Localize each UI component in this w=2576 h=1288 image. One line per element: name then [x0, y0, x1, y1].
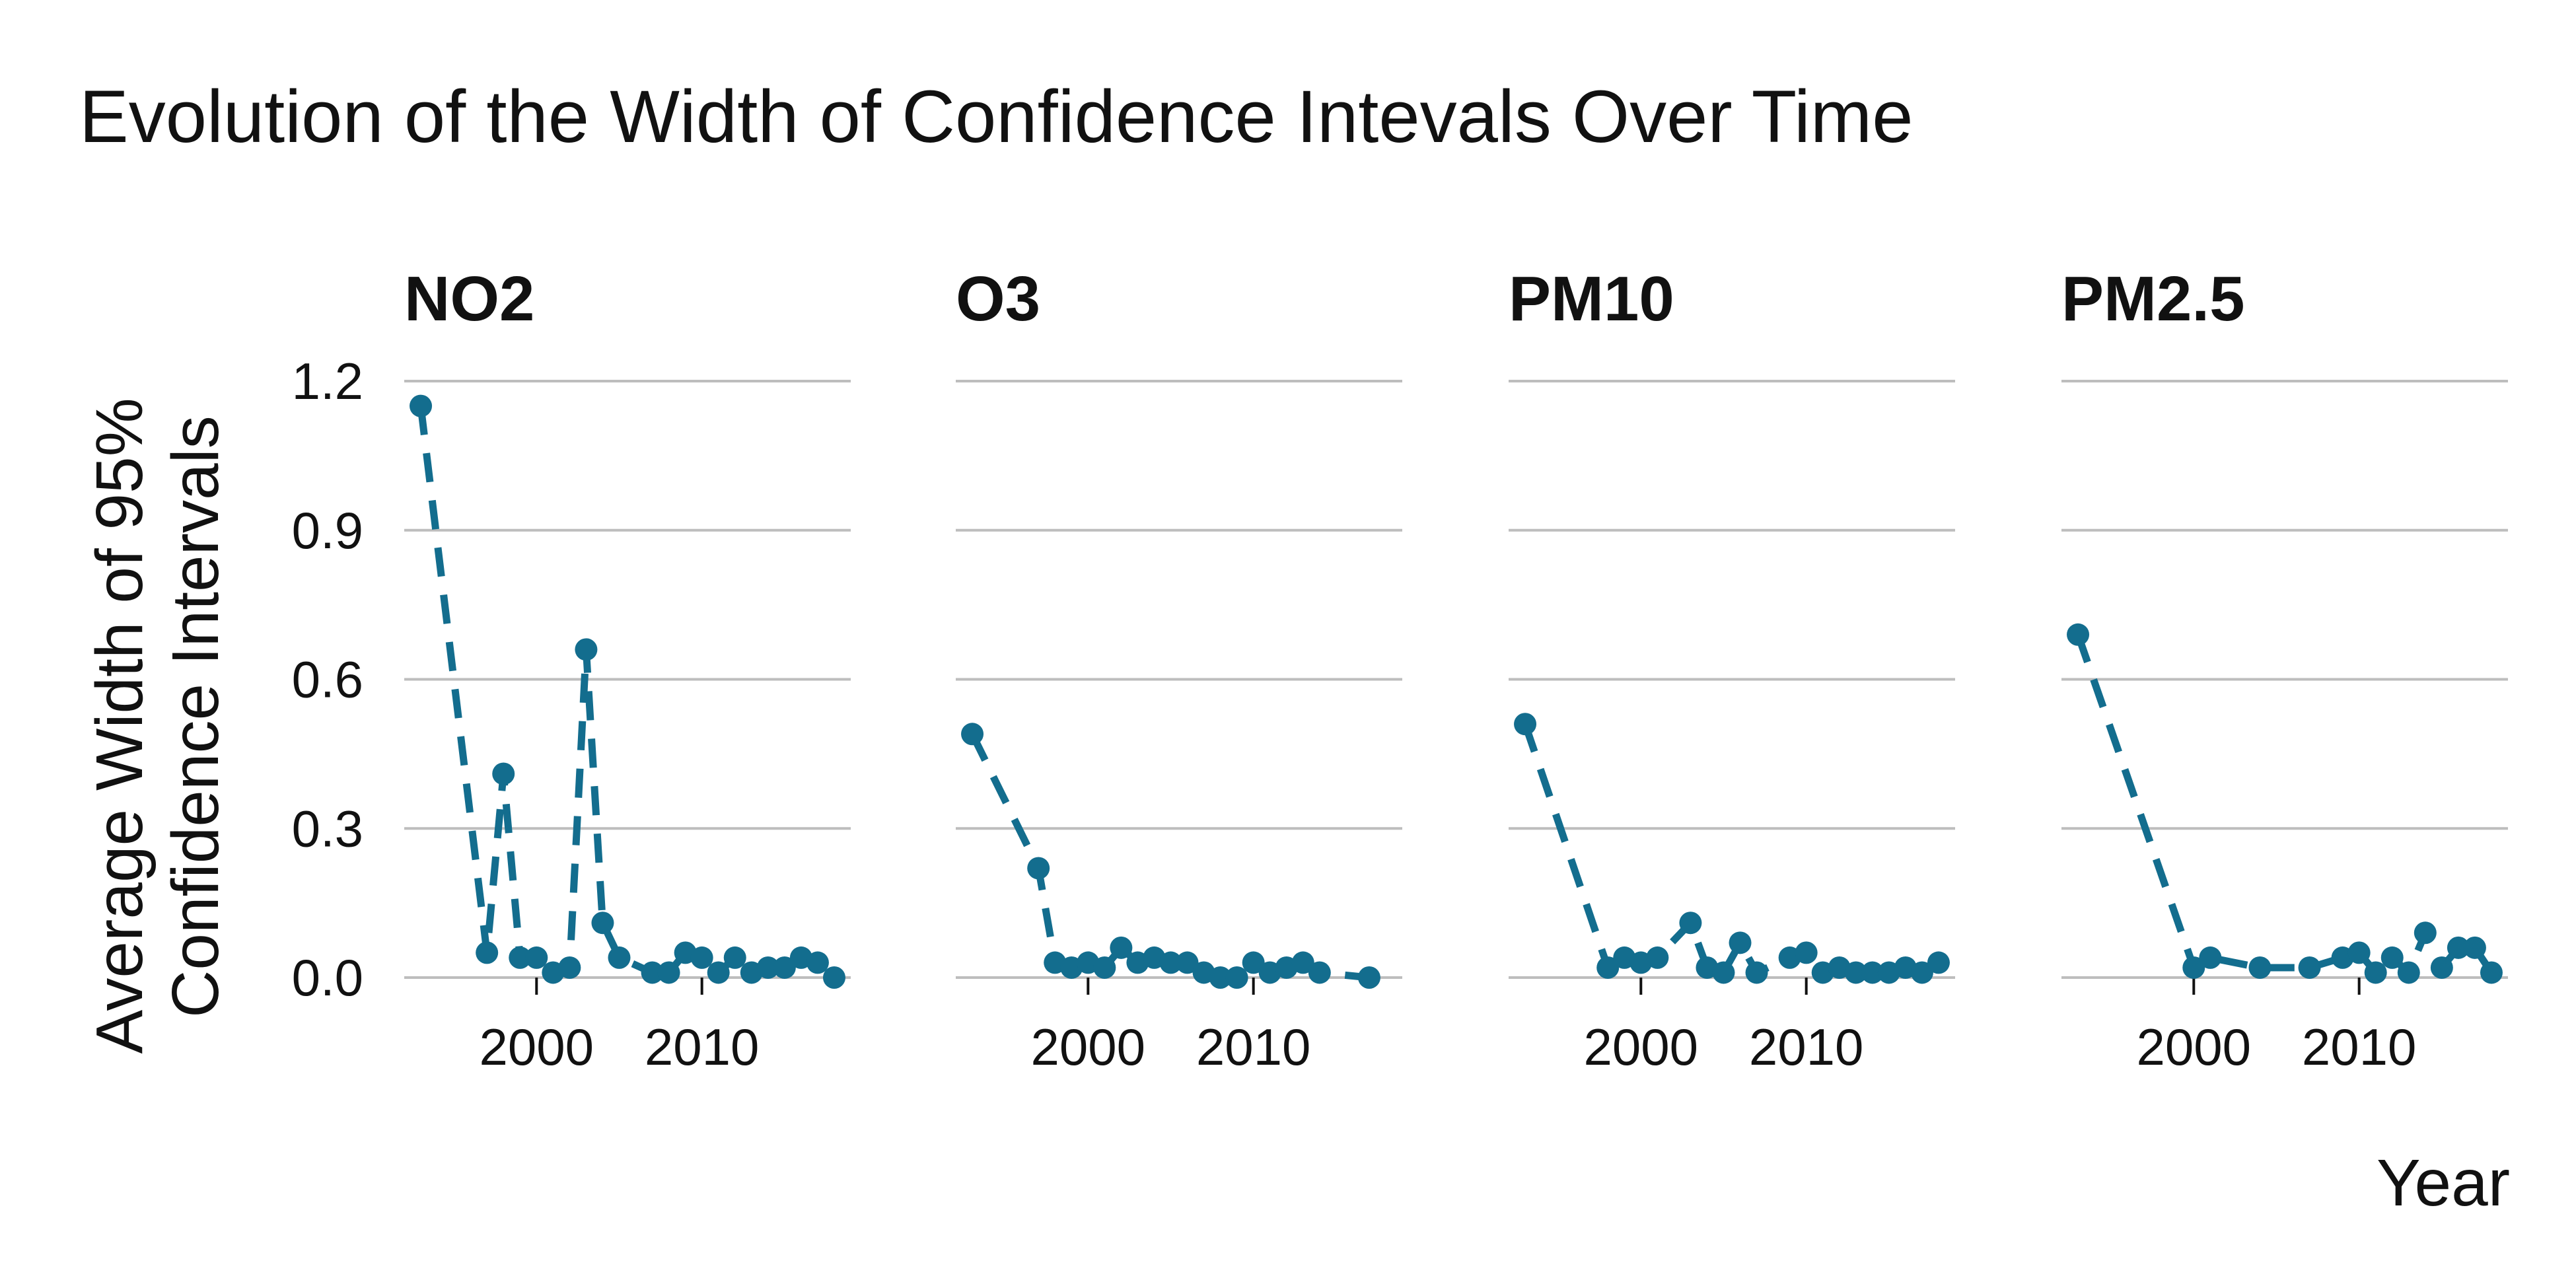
data-point [476, 941, 499, 964]
data-point [756, 956, 779, 979]
facet-panel-no2: NO2 2000 2010 [404, 264, 851, 1076]
data-point [2430, 956, 2453, 979]
y-tick-label: 0.0 [292, 948, 363, 1007]
data-point [410, 394, 433, 417]
data-point [1646, 946, 1669, 969]
facet-title: PM2.5 [2061, 264, 2244, 334]
data-point [806, 951, 829, 974]
facet-title: NO2 [404, 264, 534, 334]
data-point [1596, 956, 1620, 979]
y-axis-title-line-2: Confidence Intervals [159, 415, 233, 1018]
data-point [1176, 951, 1199, 974]
x-tick-label: 2000 [2137, 1018, 2252, 1076]
x-tick-label: 2010 [1196, 1018, 1311, 1076]
data-point [1729, 931, 1752, 954]
data-point [657, 961, 680, 984]
data-point [2298, 956, 2321, 979]
x-tick-label: 2000 [480, 1018, 594, 1076]
data-point [822, 966, 845, 989]
data-point [1093, 956, 1116, 979]
data-point [2397, 961, 2420, 984]
series-line [417, 405, 837, 981]
y-tick-label: 0.9 [292, 501, 363, 559]
facet-panel-pm25: PM2.5 2000 2010 [2061, 264, 2508, 1076]
data-point [1357, 966, 1380, 989]
data-point [707, 961, 730, 984]
data-point [1679, 912, 1702, 935]
x-tick-label: 2010 [1749, 1018, 1864, 1076]
facet-title: O3 [956, 264, 1040, 334]
x-tick-label: 2000 [1031, 1018, 1146, 1076]
data-point [1844, 961, 1867, 984]
data-point [509, 946, 532, 969]
data-point [2199, 946, 2222, 969]
facet-panel-o3: O3 2000 2010 [956, 264, 1402, 1076]
data-point [1225, 966, 1248, 989]
y-tick-label: 0.6 [292, 651, 363, 709]
data-point [608, 946, 631, 969]
data-point [2067, 623, 2090, 646]
data-point [1291, 951, 1314, 974]
data-point [2182, 956, 2205, 979]
data-point [1110, 936, 1133, 959]
data-point [1712, 961, 1735, 984]
data-point [1242, 951, 1265, 974]
data-point [575, 638, 598, 661]
data-point [2248, 956, 2272, 979]
data-point [2447, 936, 2470, 959]
data-point [1745, 961, 1768, 984]
data-point [690, 946, 713, 969]
data-point [2364, 961, 2387, 984]
series-line [2074, 633, 2495, 976]
data-point [961, 723, 984, 746]
data-point [1910, 961, 1933, 984]
data-point [591, 912, 614, 935]
x-axis-title: Year [2377, 1146, 2510, 1220]
series-line [969, 732, 1370, 982]
data-point [2463, 936, 2486, 959]
x-tick-label: 2010 [2302, 1018, 2417, 1076]
data-point [525, 946, 548, 969]
facet-panel-pm10: PM10 2000 2010 [1509, 264, 1955, 1076]
y-tick-label: 0.3 [292, 799, 363, 857]
x-tick-label: 2000 [1584, 1018, 1699, 1076]
data-point [492, 762, 515, 785]
data-point [1209, 966, 1232, 989]
data-point [2480, 961, 2503, 984]
data-point [2380, 946, 2404, 969]
data-point [1927, 951, 1950, 974]
data-point [2347, 941, 2371, 964]
data-point [723, 946, 746, 969]
data-point [558, 956, 581, 979]
data-point [1514, 713, 1537, 736]
x-tick-label: 2010 [645, 1018, 760, 1076]
y-tick-label: 1.2 [292, 352, 363, 410]
facet-title: PM10 [1509, 264, 1674, 334]
data-point [773, 956, 796, 979]
y-axis-title-line-1: Average Width of 95% [83, 398, 157, 1054]
data-point [1027, 857, 1050, 880]
data-point [1159, 951, 1182, 974]
y-axis-title: Average Width of 95% Confidence Interval… [83, 380, 233, 1054]
chart-title: Evolution of the Width of Confidence Int… [79, 75, 1913, 158]
data-point [1308, 961, 1331, 984]
data-point [1795, 941, 1818, 964]
data-point [2414, 921, 2437, 945]
data-point [641, 961, 664, 984]
data-point [1861, 961, 1884, 984]
